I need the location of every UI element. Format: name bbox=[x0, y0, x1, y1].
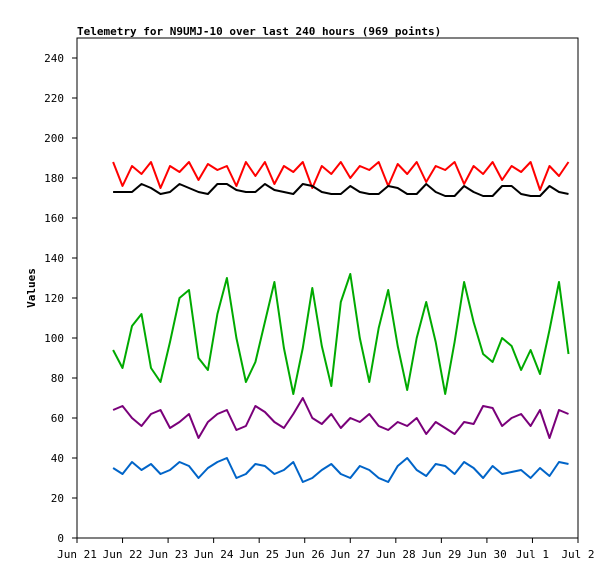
y-tick-label: 80 bbox=[51, 372, 64, 385]
x-tick-label: Jun 22 bbox=[103, 548, 143, 561]
y-tick-label: 160 bbox=[44, 212, 64, 225]
y-axis-label: Values bbox=[25, 268, 38, 308]
y-tick-label: 240 bbox=[44, 52, 64, 65]
x-axis-ticks: Jun 21 Jun 22 Jun 23 Jun 24 Jun 25 Jun 26 Jun … bbox=[57, 538, 595, 561]
series-line-3 bbox=[112, 273, 570, 395]
series-line-5 bbox=[112, 457, 569, 483]
series-line-4 bbox=[112, 397, 569, 439]
series-lines bbox=[112, 161, 570, 483]
plot-area bbox=[76, 37, 579, 539]
series-line-2 bbox=[113, 183, 569, 197]
y-tick-label: 180 bbox=[44, 172, 64, 185]
x-tick-label: Jun 29 bbox=[421, 548, 461, 561]
y-tick-label: 20 bbox=[51, 492, 64, 505]
chart-title: Telemetry for N9UMJ-10 over last 240 hou… bbox=[77, 25, 441, 38]
y-tick-label: 200 bbox=[44, 132, 64, 145]
x-tick-label: Jun 30 bbox=[467, 548, 507, 561]
x-tick-label: Jun 23 bbox=[148, 548, 188, 561]
y-tick-label: 220 bbox=[44, 92, 64, 105]
x-tick-label: Jun 24 bbox=[194, 548, 234, 561]
y-tick-label: 120 bbox=[44, 292, 64, 305]
y-tick-label: 60 bbox=[51, 412, 64, 425]
y-tick-label: 140 bbox=[44, 252, 64, 265]
x-tick-label: Jun 26 bbox=[285, 548, 325, 561]
y-tick-label: 40 bbox=[51, 452, 64, 465]
y-tick-label: 0 bbox=[57, 532, 64, 545]
y-axis-ticks: 0 20 40 60 80 100 120 140 160 180 200 220 240 bbox=[44, 52, 77, 545]
x-tick-label: Jul 1 bbox=[516, 548, 549, 561]
y-tick-label: 100 bbox=[44, 332, 64, 345]
x-tick-label: Jun 28 bbox=[376, 548, 416, 561]
x-tick-label: Jul 2 bbox=[561, 548, 594, 561]
series-line-1 bbox=[112, 161, 570, 191]
x-tick-label: Jun 25 bbox=[239, 548, 279, 561]
x-tick-label: Jun 21 bbox=[57, 548, 97, 561]
x-tick-label: Jun 27 bbox=[330, 548, 370, 561]
